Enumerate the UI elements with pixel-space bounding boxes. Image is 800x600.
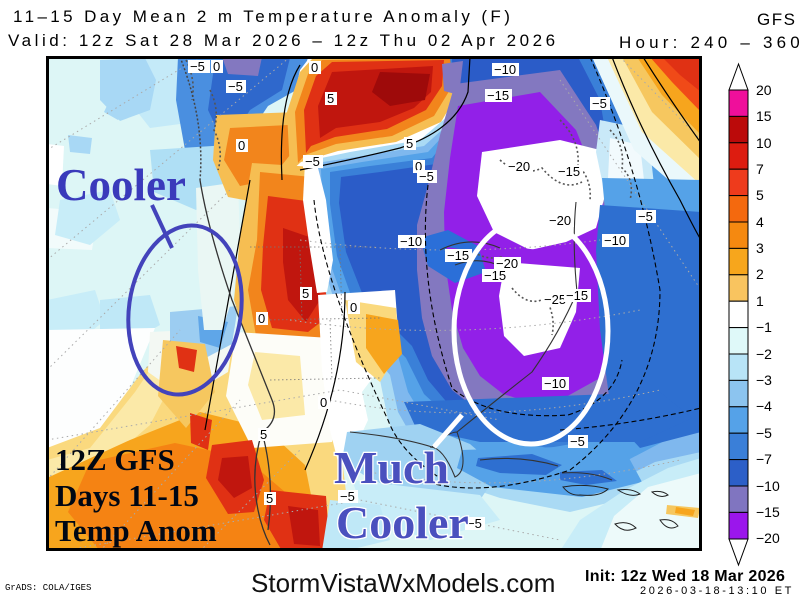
svg-text:−20: −20 bbox=[496, 256, 518, 271]
svg-text:−5: −5 bbox=[190, 59, 205, 74]
svg-text:−15: −15 bbox=[566, 288, 588, 303]
svg-text:5: 5 bbox=[756, 187, 764, 203]
svg-text:12Z GFS: 12Z GFS bbox=[55, 442, 175, 477]
svg-text:0: 0 bbox=[320, 395, 327, 410]
svg-text:Days 11-15: Days 11-15 bbox=[55, 478, 199, 513]
svg-text:5: 5 bbox=[327, 91, 334, 106]
svg-text:5: 5 bbox=[406, 136, 413, 151]
svg-text:−15: −15 bbox=[447, 248, 469, 263]
svg-text:−20: −20 bbox=[508, 159, 530, 174]
svg-text:−5: −5 bbox=[419, 169, 434, 184]
svg-text:Temp Anom: Temp Anom bbox=[55, 513, 217, 548]
svg-text:−7: −7 bbox=[756, 451, 772, 467]
svg-text:10: 10 bbox=[756, 135, 772, 151]
svg-text:0: 0 bbox=[213, 59, 220, 74]
svg-text:−5: −5 bbox=[228, 79, 243, 94]
svg-text:−25: −25 bbox=[544, 292, 566, 307]
svg-text:−20: −20 bbox=[549, 213, 571, 228]
svg-text:Much: Much bbox=[334, 442, 449, 493]
svg-text:5: 5 bbox=[302, 286, 309, 301]
svg-text:−15: −15 bbox=[484, 268, 506, 283]
svg-text:0: 0 bbox=[415, 159, 422, 174]
svg-text:0: 0 bbox=[238, 138, 245, 153]
svg-text:−4: −4 bbox=[756, 398, 772, 414]
svg-text:15: 15 bbox=[756, 108, 772, 124]
svg-text:4: 4 bbox=[756, 214, 764, 230]
svg-text:5: 5 bbox=[266, 491, 273, 506]
svg-text:−20: −20 bbox=[756, 530, 780, 546]
svg-text:−10: −10 bbox=[604, 233, 626, 248]
svg-text:1: 1 bbox=[756, 293, 764, 309]
svg-text:−15: −15 bbox=[487, 88, 509, 103]
svg-text:−5: −5 bbox=[638, 209, 653, 224]
svg-text:0: 0 bbox=[311, 60, 318, 75]
svg-text:−5: −5 bbox=[570, 434, 585, 449]
svg-text:−10: −10 bbox=[400, 234, 422, 249]
svg-text:7: 7 bbox=[756, 161, 764, 177]
svg-text:2: 2 bbox=[756, 266, 764, 282]
svg-text:−5: −5 bbox=[592, 96, 607, 111]
svg-text:−3: −3 bbox=[756, 372, 772, 388]
svg-text:−1: −1 bbox=[756, 319, 772, 335]
svg-text:Cooler: Cooler bbox=[56, 160, 186, 210]
svg-text:Cooler: Cooler bbox=[336, 497, 469, 548]
svg-text:−5: −5 bbox=[340, 489, 355, 504]
svg-text:0: 0 bbox=[258, 311, 265, 326]
svg-text:−5: −5 bbox=[467, 516, 482, 531]
svg-text:0: 0 bbox=[350, 300, 357, 315]
svg-text:−10: −10 bbox=[756, 478, 780, 494]
svg-text:20: 20 bbox=[756, 82, 772, 98]
svg-text:3: 3 bbox=[756, 240, 764, 256]
svg-text:−15: −15 bbox=[558, 164, 580, 179]
svg-text:−2: −2 bbox=[756, 346, 772, 362]
svg-text:−10: −10 bbox=[544, 376, 566, 391]
svg-text:−10: −10 bbox=[494, 62, 516, 77]
svg-text:−5: −5 bbox=[756, 425, 772, 441]
svg-text:−15: −15 bbox=[756, 504, 780, 520]
svg-text:−5: −5 bbox=[305, 154, 320, 169]
svg-text:5: 5 bbox=[260, 427, 267, 442]
